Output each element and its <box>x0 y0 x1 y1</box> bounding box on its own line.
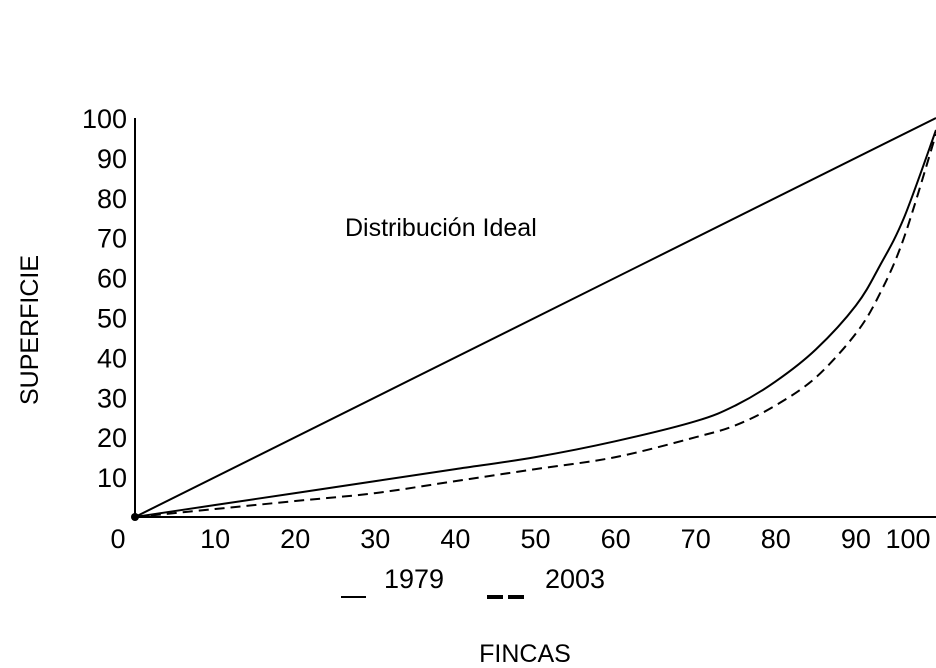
legend-label-2003: 2003 <box>545 564 605 594</box>
y-tick-label: 80 <box>97 184 127 214</box>
legend-label-1979: 1979 <box>384 564 444 594</box>
y-tick-labels: 10 20 30 40 50 60 70 80 90 100 <box>82 104 127 493</box>
y-tick-label: 30 <box>97 383 127 413</box>
y-tick-label: 100 <box>82 104 127 134</box>
x-tick-label: 90 <box>841 524 871 554</box>
x-tick-label: 30 <box>360 524 390 554</box>
y-tick-label: 10 <box>97 463 127 493</box>
x-tick-label: 70 <box>681 524 711 554</box>
x-axis-title: FINCAS <box>479 640 571 668</box>
x-tick-label: 50 <box>520 524 550 554</box>
series-line-ideal <box>134 117 936 518</box>
y-tick-label: 40 <box>97 343 127 373</box>
x-tick-label: 0 <box>110 524 125 554</box>
series-layer <box>131 117 936 521</box>
y-axis-title: SUPERFICIE <box>16 255 44 405</box>
series-line-1979 <box>134 129 936 518</box>
x-tick-label: 100 <box>885 524 930 554</box>
ideal-distribution-annotation: Distribución Ideal <box>345 214 537 242</box>
x-tick-label: 20 <box>280 524 310 554</box>
y-tick-label: 50 <box>97 304 127 334</box>
x-tick-label: 40 <box>440 524 470 554</box>
x-tick-label: 80 <box>761 524 791 554</box>
y-tick-label: 90 <box>97 144 127 174</box>
x-tick-labels: 0 10 20 30 40 50 60 70 80 90 100 <box>110 524 930 554</box>
y-tick-label: 60 <box>97 264 127 294</box>
series-line-2003 <box>134 133 936 518</box>
x-tick-label: 10 <box>200 524 230 554</box>
y-tick-label: 20 <box>97 423 127 453</box>
y-tick-label: 70 <box>97 224 127 254</box>
x-tick-label: 60 <box>601 524 631 554</box>
legend: 1979 2003 <box>341 564 605 599</box>
